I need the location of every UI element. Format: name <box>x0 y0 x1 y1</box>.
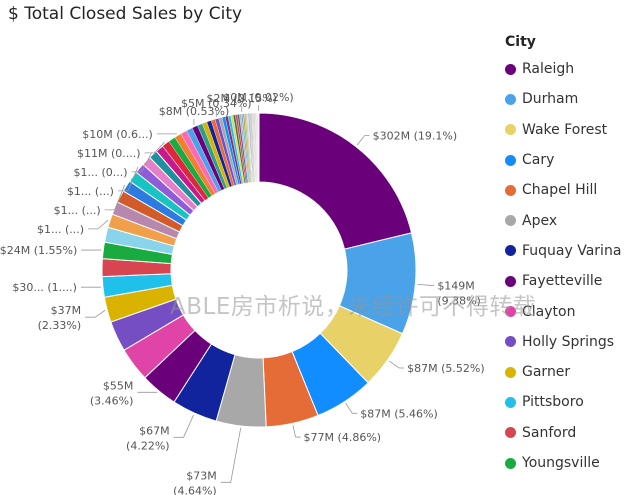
slice-label-4: $77M (4.86%) <box>304 431 382 444</box>
legend-dot <box>505 306 516 318</box>
legend-title: City <box>505 34 536 50</box>
leader-line-0 <box>356 135 370 146</box>
leader-line-10 <box>85 309 106 318</box>
legend-dot <box>505 396 516 408</box>
leader-line-15 <box>88 219 109 230</box>
chart-title: $ Total Closed Sales by City <box>8 4 243 24</box>
legend-dot <box>505 215 516 227</box>
legend-label: Raleigh <box>522 61 575 78</box>
legend-label: Fuquay Varina <box>522 242 622 259</box>
leader-line-4 <box>292 425 301 438</box>
slice-label-15: $1... (...) <box>37 223 84 236</box>
leader-line-1 <box>417 283 435 286</box>
slice-0[interactable] <box>258 112 413 250</box>
leader-line-18 <box>104 184 126 211</box>
slice-label-63: $0M (0.02%) <box>223 91 294 104</box>
legend-dot <box>505 63 516 75</box>
legend-item[interactable]: Raleigh <box>505 54 621 84</box>
legend-item[interactable]: Durham <box>505 84 621 114</box>
leader-lines <box>80 105 435 483</box>
legend-dot <box>505 154 516 166</box>
legend-label: Sanford <box>522 424 577 441</box>
slice-label-2: $87M (5.52%) <box>407 362 485 375</box>
legend-dot <box>505 427 516 439</box>
legend-dot <box>505 184 516 196</box>
watermark: ABLE房市析说，未经许可不得转载 <box>170 294 537 320</box>
legend-dot <box>505 245 516 257</box>
legend-label: Cary <box>522 152 555 169</box>
slice-label-6: $67M (4.22%) <box>126 424 170 452</box>
legend-item[interactable]: Fayetteville <box>505 266 621 296</box>
slice-label-13: $24M (1.55%) <box>0 244 77 257</box>
legend-dot <box>505 124 516 136</box>
slice-label-29: $8M (0.53%) <box>159 105 230 118</box>
slice-label-18: $1... (...) <box>54 204 101 217</box>
leader-line-2 <box>389 360 405 369</box>
legend-label: Holly Springs <box>522 333 615 350</box>
legend-item[interactable]: Chapel Hill <box>505 175 621 205</box>
legend-dot <box>505 93 516 105</box>
legend-label: Apex <box>522 212 558 229</box>
slice-label-10: $37M (2.33%) <box>38 304 82 332</box>
legend-label: Garner <box>522 364 571 381</box>
slice-label-11: $30... (1....) <box>12 281 77 294</box>
legend-item[interactable]: Holly Springs <box>505 327 621 357</box>
legend-item[interactable]: Wake Forest <box>505 115 621 145</box>
slice-label-20: $1... (...) <box>67 185 114 198</box>
legend-item[interactable]: Sanford <box>505 418 621 448</box>
slice-labels: $302M (19.1%) $149M (9.38%) $87M (5.52%) $87… <box>0 91 485 495</box>
slice-label-22: $1... (0...) <box>74 166 128 179</box>
legend-item[interactable]: Cary <box>505 145 621 175</box>
slice-label-1: $149M (9.38%) <box>437 279 481 307</box>
legend-label: Fayetteville <box>522 273 603 290</box>
legend-item[interactable]: Pittsboro <box>505 387 621 417</box>
legend-label: Wake Forest <box>522 121 608 138</box>
slice-label-26: $10M (0.6...) <box>82 128 153 141</box>
legend-dot <box>505 457 516 469</box>
legend-label: Durham <box>522 91 579 108</box>
leader-line-22 <box>131 152 152 173</box>
legend-item[interactable]: Youngsville <box>505 448 621 478</box>
legend-label: Clayton <box>522 303 576 320</box>
legend-dot <box>505 366 516 378</box>
leader-line-3 <box>345 403 358 414</box>
legend-label: Chapel Hill <box>522 182 598 199</box>
leader-line-24 <box>144 141 165 154</box>
slice-label-3: $87M (5.46%) <box>360 407 438 420</box>
legend-item[interactable]: Apex <box>505 205 621 235</box>
legend-item[interactable]: Fuquay Varina <box>505 236 621 266</box>
slice-label-44: $2M (0.15%) <box>206 92 277 105</box>
leader-line-5 <box>220 427 242 483</box>
donut-slices <box>101 112 417 428</box>
slice-label-34: $5M (0.34%) <box>181 97 252 110</box>
legend-label: Pittsboro <box>522 394 584 411</box>
legend-dot <box>505 275 516 287</box>
slice-label-5: $73M (4.64%) <box>173 469 217 495</box>
legend-item[interactable]: Clayton <box>505 296 621 326</box>
leader-line-20 <box>117 166 139 192</box>
slice-label-24: $11M (0....) <box>77 147 141 160</box>
slice-label-0: $302M (19.1%) <box>373 130 458 143</box>
legend: City Raleigh Durham Wake Forest Cary Chapel … <box>505 34 621 478</box>
slice-label-7: $55M (3.46%) <box>90 379 134 407</box>
legend-items: Raleigh Durham Wake Forest Cary Chapel Hill A… <box>505 54 621 478</box>
legend-label: Youngsville <box>522 455 600 471</box>
leader-line-6 <box>173 414 194 438</box>
legend-dot <box>505 336 516 348</box>
legend-item[interactable]: Garner <box>505 357 621 387</box>
